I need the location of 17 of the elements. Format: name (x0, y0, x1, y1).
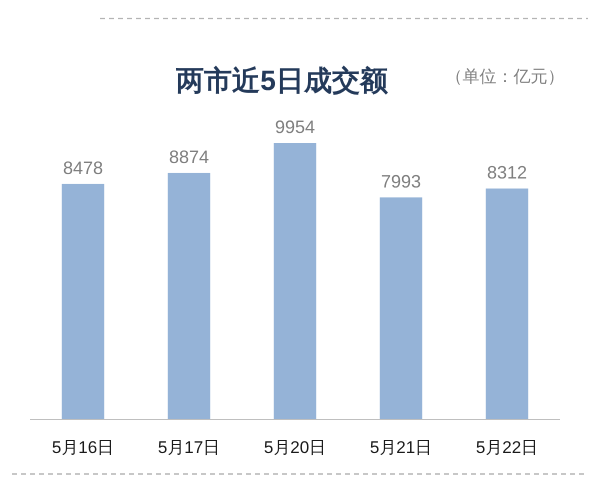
x-tick-label: 5月17日 (158, 438, 220, 457)
x-tick-label: 5月16日 (52, 438, 114, 457)
bar (380, 197, 422, 419)
data-label: 8478 (62, 158, 104, 178)
x-tick-label: 5月20日 (264, 438, 326, 457)
chart-title: 两市近5日成交额 (175, 65, 389, 96)
bar (486, 188, 528, 419)
bar (274, 143, 316, 419)
data-label: 8874 (168, 146, 210, 167)
x-tick-label: 5月21日 (370, 438, 432, 457)
x-tick-label: 5月22日 (476, 438, 538, 457)
data-label: 7993 (380, 171, 422, 192)
bar (62, 184, 104, 419)
data-label: 9954 (274, 117, 316, 137)
chart-subtitle: （单位：亿元） (446, 67, 564, 86)
data-label: 8312 (486, 162, 528, 183)
bar (168, 172, 210, 419)
